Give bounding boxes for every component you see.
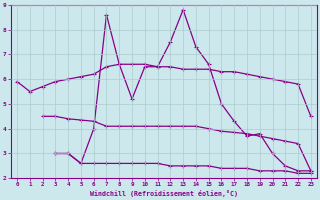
X-axis label: Windchill (Refroidissement éolien,°C): Windchill (Refroidissement éolien,°C) <box>90 190 238 197</box>
